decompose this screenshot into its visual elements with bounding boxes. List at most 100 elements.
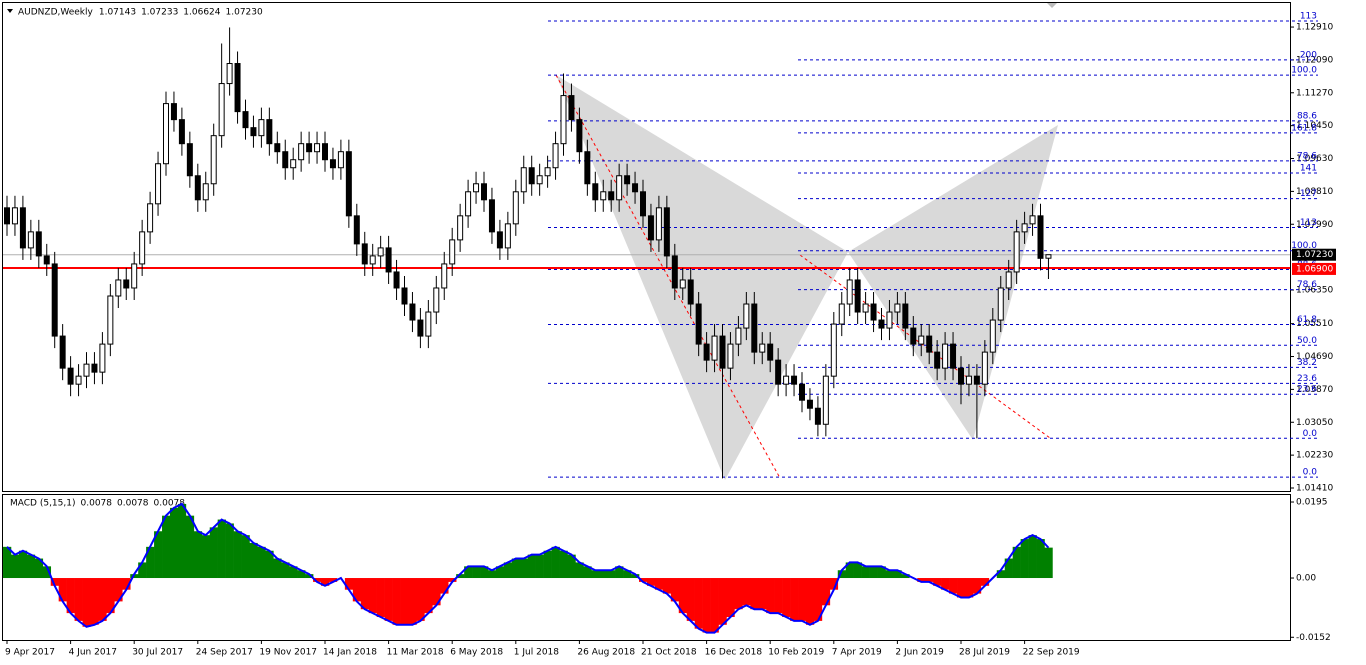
macd-bar <box>376 578 385 618</box>
macd-bar <box>654 578 664 590</box>
y-tick-label: 1.01410 <box>1296 483 1333 493</box>
macd-bar <box>328 578 338 582</box>
title-value: 0.0078 <box>154 499 186 509</box>
macd-bar <box>3 546 12 579</box>
x-tick-label: 28 Jul 2019 <box>959 648 1010 658</box>
candle-body <box>91 363 98 373</box>
price-box-label: 1.07230 <box>1296 250 1333 260</box>
candle-body <box>75 375 82 385</box>
macd-bar <box>1012 546 1021 579</box>
candle-body <box>234 63 241 113</box>
candle-body <box>401 287 408 305</box>
macd-bar <box>257 546 266 579</box>
fib-label: 38.2 <box>1297 358 1317 368</box>
macd-bar <box>933 578 942 586</box>
y-tick-label: 1.05510 <box>1296 319 1333 329</box>
fib-label: 23.6 <box>1297 374 1317 384</box>
candle-body <box>544 167 551 177</box>
macd-bar <box>957 578 966 598</box>
macd-bar <box>1004 558 1013 579</box>
price-box <box>1292 248 1336 261</box>
macd-bar <box>74 578 83 621</box>
macd-bar <box>583 566 592 579</box>
macd-bar <box>18 550 28 579</box>
macd-bar <box>82 578 91 627</box>
x-tick-label: 26 Aug 2018 <box>577 648 635 658</box>
candle-body <box>767 343 774 361</box>
candle-body <box>743 303 750 329</box>
candle-body <box>735 327 742 345</box>
fib-label: 200 <box>1300 50 1317 60</box>
macd-bar <box>321 578 330 586</box>
macd-bar <box>392 578 401 625</box>
macd-bar <box>313 578 322 582</box>
title-value: 1.07143 <box>99 8 136 18</box>
candle-body <box>711 335 718 361</box>
macd-bar <box>384 578 393 621</box>
candle-body <box>51 263 58 337</box>
macd-bar <box>416 578 425 621</box>
macd-bar <box>432 578 441 606</box>
candle-body <box>186 143 193 177</box>
macd-bar <box>869 566 878 579</box>
candle-body <box>902 303 909 329</box>
title-value: 1.07230 <box>226 8 263 18</box>
macd-bar <box>50 578 59 586</box>
candle-body <box>123 279 130 289</box>
candle-body <box>799 383 805 401</box>
macd-bar <box>543 550 552 579</box>
candle-body <box>981 351 988 385</box>
candle-body <box>687 279 694 305</box>
candle-body <box>115 279 122 297</box>
x-tick-label: 22 Sep 2019 <box>1023 648 1080 658</box>
candle-body <box>822 375 829 425</box>
candle-body <box>282 151 289 169</box>
macd-bar <box>941 578 950 590</box>
fib-label: 141 <box>1300 163 1317 173</box>
candle-body <box>989 319 996 353</box>
fib-label: 23.6 <box>1297 385 1317 395</box>
candle-body <box>1037 215 1044 259</box>
candle-body <box>258 119 265 137</box>
macd-bar <box>440 578 449 594</box>
candle-body <box>266 119 273 145</box>
price-box <box>1292 262 1336 275</box>
y-tick-label: 1.08810 <box>1296 187 1333 197</box>
macd-bar <box>949 578 958 594</box>
candle-body <box>488 199 495 233</box>
candle-body <box>449 239 456 265</box>
fib-label: 78.6 <box>1297 280 1317 290</box>
price-box-label: 1.06900 <box>1296 264 1333 274</box>
y-tick-label: 1.02230 <box>1296 451 1333 461</box>
candle-body <box>274 143 281 153</box>
macd-bar <box>710 578 719 633</box>
candle-body <box>894 303 901 313</box>
macd-bar <box>790 578 799 621</box>
candle-body <box>584 151 591 185</box>
macd-bar <box>58 578 67 602</box>
candle-body <box>441 263 448 289</box>
y-tick-label: 1.11270 <box>1296 88 1333 98</box>
candle-body <box>663 207 670 257</box>
candle-body <box>838 303 845 325</box>
fib-label: 127 <box>1300 189 1317 199</box>
candle-body <box>512 191 519 225</box>
macd-bar <box>217 519 226 579</box>
macd-bar <box>535 554 544 579</box>
macd-bar <box>726 578 735 618</box>
macd-bar <box>305 574 314 579</box>
macd-bar <box>821 578 831 606</box>
macd-bar <box>845 562 854 579</box>
candle-body <box>250 127 257 137</box>
macd-bar <box>964 578 974 598</box>
macd-bar <box>607 570 616 579</box>
macd-bar <box>702 578 711 633</box>
fib-label: 0.0 <box>1303 468 1318 478</box>
macd-bar <box>829 578 839 590</box>
macd-bar <box>448 578 457 582</box>
candle-body <box>600 191 607 201</box>
candle-body <box>870 303 877 321</box>
candle-body <box>854 279 861 313</box>
